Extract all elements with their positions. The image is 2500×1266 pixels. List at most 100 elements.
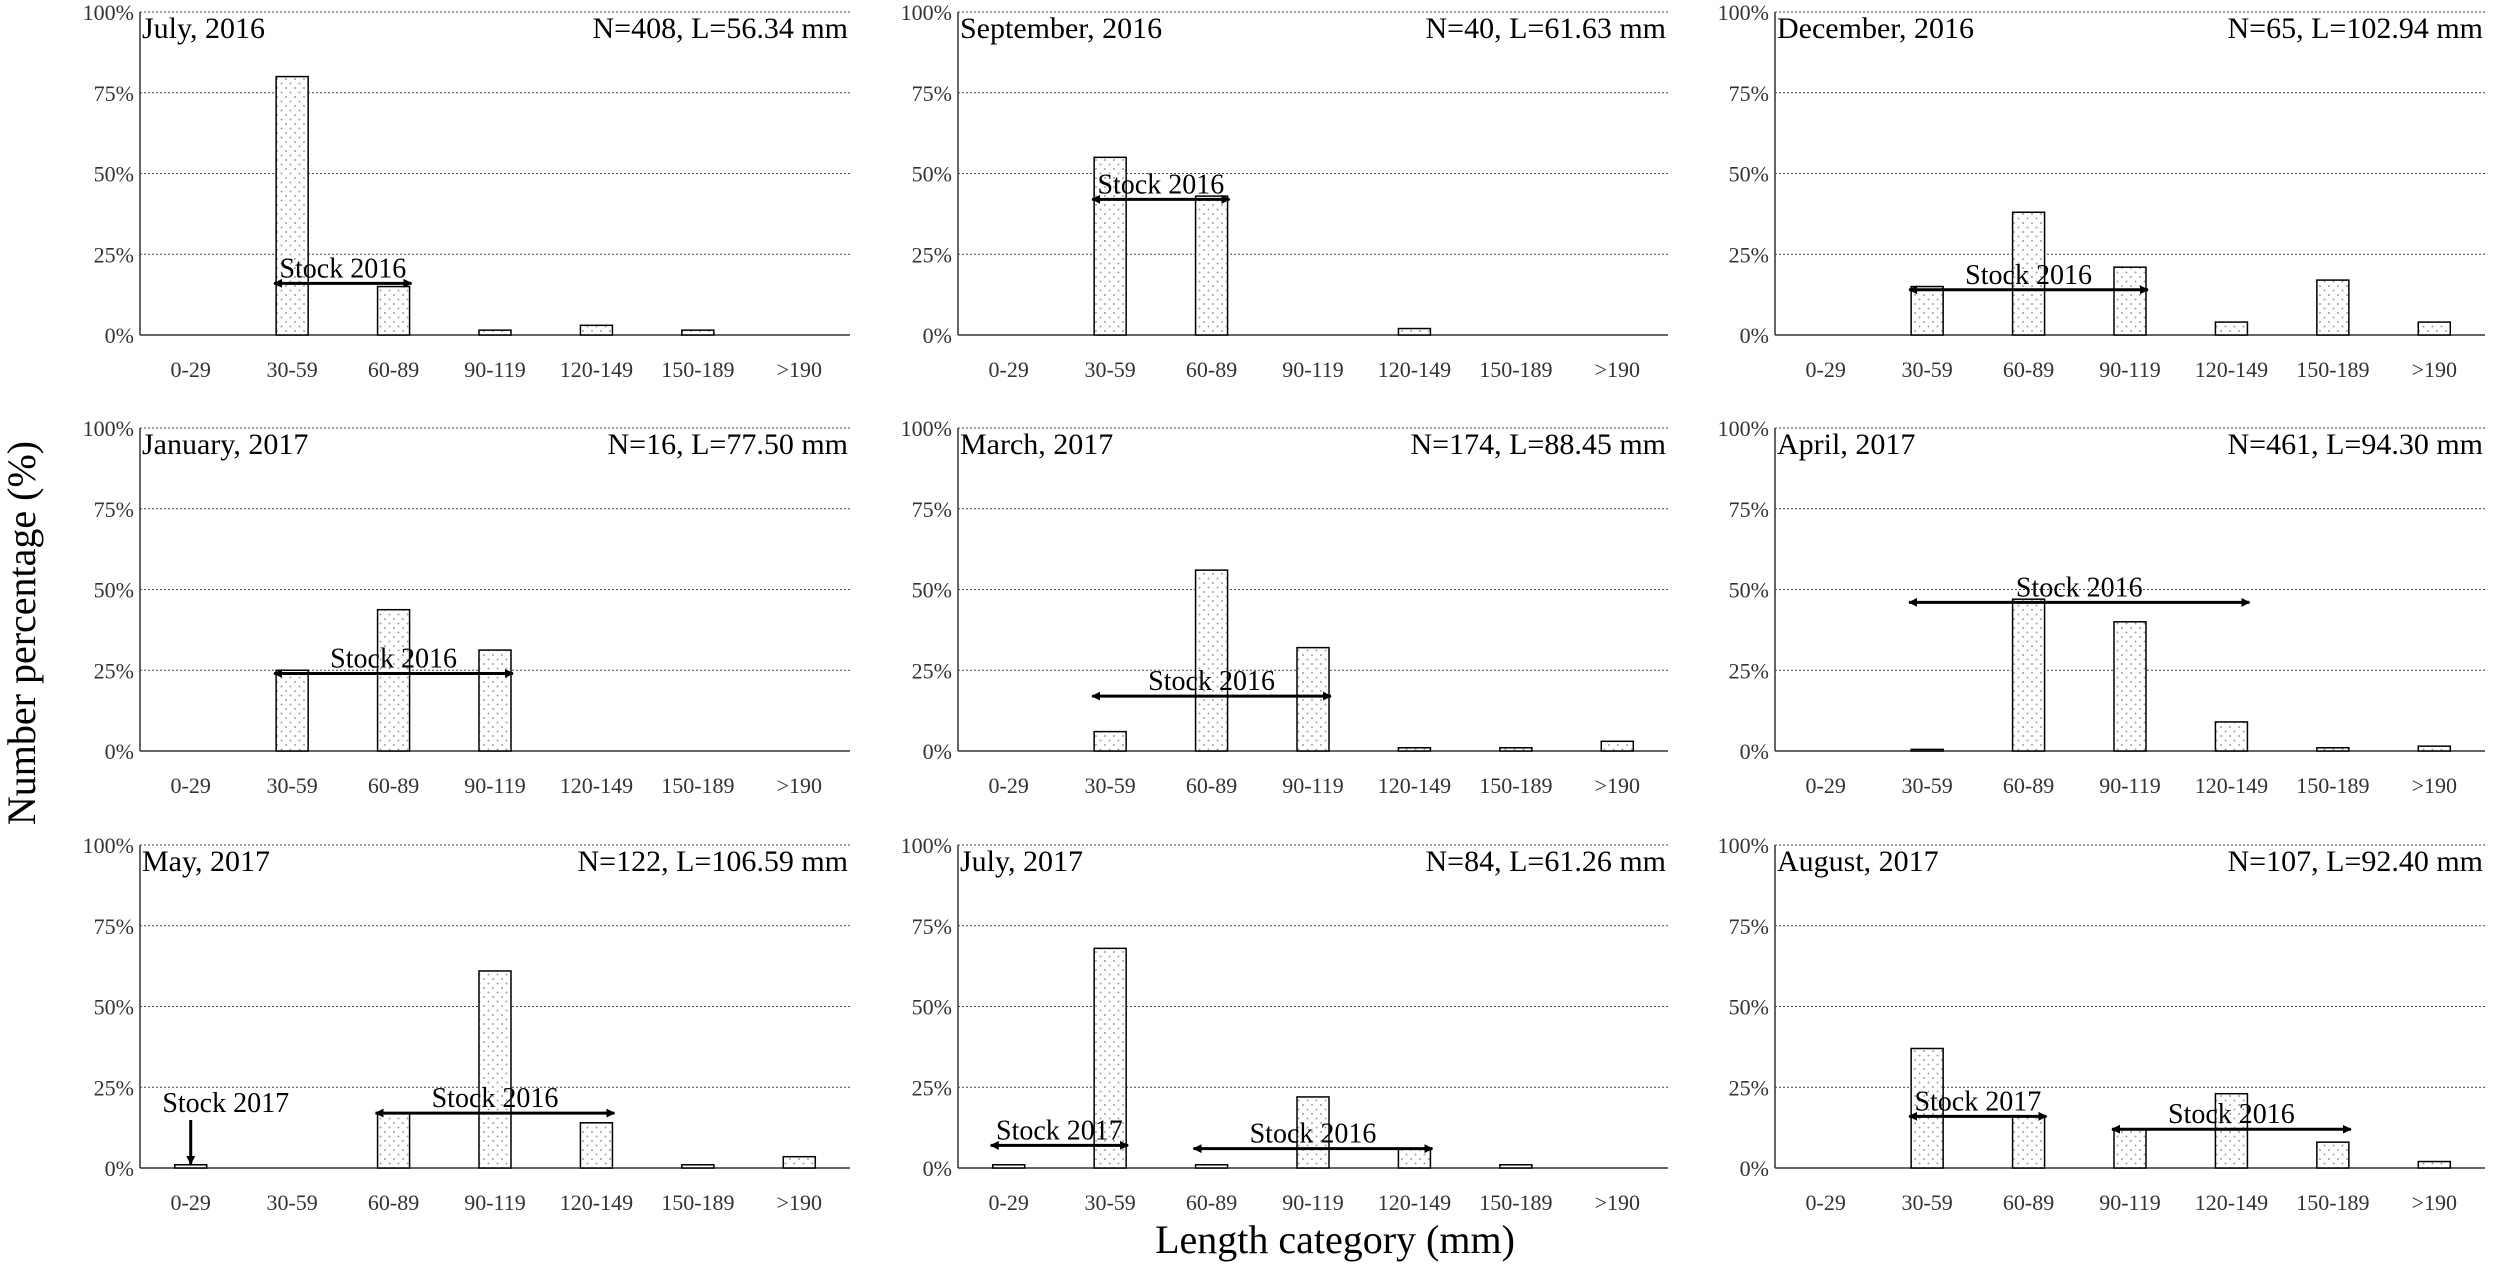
bar-150-189 [1499,1164,1533,1169]
bar-90-119 [2113,266,2147,336]
panel-stats: N=174, L=88.45 mm [1411,428,1667,461]
x-tick-label: 60-89 [2003,773,2054,798]
x-tick-label: 0-29 [171,357,211,382]
x-tick-label: 90-119 [1282,773,1344,798]
panel-stats: N=84, L=61.26 mm [1426,845,1667,878]
panel-title: December, 2016 [1777,12,1974,45]
y-tick-label: 0% [1740,739,1769,764]
x-tick-label: 150-189 [1479,773,1552,798]
x-tick-label: 150-189 [661,1190,734,1215]
y-tick-label: 0% [923,739,952,764]
panel-stats: N=65, L=102.94 mm [2228,12,2484,45]
x-tick-label: 90-119 [1282,357,1344,382]
chart-panel-3: 0% 25% 50% 75% 100% 0-29 30-59 60-89 90-119 120-1… [1718,0,2485,382]
y-tick-label: 75% [912,81,952,106]
x-tick-label: >190 [2412,1190,2457,1215]
stock-label: Stock 2016 [1250,1119,1377,1150]
bar-30-59 [1910,748,1944,752]
stock-label: Stock 2016 [1965,260,2092,291]
y-tick-label: 100% [901,0,952,25]
panel-stats: N=40, L=61.63 mm [1426,12,1667,45]
bar-90-119 [1296,1096,1330,1169]
panel-title: March, 2017 [960,428,1113,461]
x-tick-label: 0-29 [171,1190,211,1215]
x-tick-label: >190 [2412,773,2457,798]
panel-title: May, 2017 [142,845,270,878]
bar->190 [2417,745,2452,752]
stock-label: Stock 2017 [1914,1086,2041,1117]
x-tick-label: 30-59 [1084,773,1135,798]
bar-150-189 [2316,279,2350,336]
y-tick-label: 50% [912,995,952,1020]
x-tick-label: 30-59 [266,773,317,798]
bar-150-189 [2316,1141,2350,1169]
y-tick-label: 75% [94,497,134,522]
stock-label: Stock 2016 [2016,572,2143,603]
x-tick-label: >190 [1595,773,1640,798]
y-tick-label: 25% [912,1075,952,1100]
bar-150-189 [681,329,715,336]
panels: 0% 25% 50% 75% 100% 0-29 30-59 60-89 90-119 120-1… [83,0,2485,1215]
chart-panel-8: 0% 25% 50% 75% 100% 0-29 30-59 60-89 90-119 120-1… [901,833,1668,1215]
bar-120-149 [2214,721,2249,752]
y-tick-label: 50% [912,162,952,187]
panel-title: April, 2017 [1777,428,1915,461]
x-tick-label: 150-189 [661,357,734,382]
y-tick-label: 100% [1718,833,1769,858]
y-tick-label: 25% [1729,658,1769,683]
x-tick-label: 60-89 [368,1190,419,1215]
x-tick-label: 120-149 [560,1190,633,1215]
y-tick-label: 50% [1729,578,1769,603]
x-tick-label: 90-119 [464,357,526,382]
bar-60-89 [1194,195,1229,336]
panel-stats: N=122, L=106.59 mm [578,845,849,878]
x-tick-label: 30-59 [1901,773,1952,798]
y-tick-label: 25% [94,658,134,683]
chart-panel-5: 0% 25% 50% 75% 100% 0-29 30-59 60-89 90-119 120-1… [901,416,1668,798]
bar-30-59 [275,75,309,336]
stock-label: Stock 2017 [996,1115,1123,1146]
x-tick-label: 60-89 [2003,1190,2054,1215]
y-tick-label: 25% [94,242,134,267]
bar-60-89 [376,285,411,336]
bar-120-149 [579,1122,614,1169]
x-tick-label: >190 [777,357,822,382]
bar-150-189 [681,1164,715,1169]
x-tick-label: 60-89 [1186,357,1237,382]
y-tick-label: 0% [1740,323,1769,348]
x-tick-label: 90-119 [464,1190,526,1215]
bar-90-119 [1296,646,1330,752]
x-tick-label: >190 [1595,357,1640,382]
x-tick-label: 60-89 [368,773,419,798]
panel-title: September, 2016 [960,12,1162,45]
bar-150-189 [1499,747,1533,752]
y-tick-label: 25% [912,658,952,683]
chart-panel-6: 0% 25% 50% 75% 100% 0-29 30-59 60-89 90-119 120-1… [1718,416,2485,798]
x-tick-label: 150-189 [2296,1190,2369,1215]
x-tick-label: 60-89 [2003,357,2054,382]
bar-60-89 [376,1112,411,1169]
y-tick-label: 0% [105,1156,134,1181]
stock-label: Stock 2016 [2168,1099,2295,1130]
bar-30-59 [1093,730,1127,752]
y-tick-label: 100% [1718,416,1769,441]
x-tick-label: 120-149 [1378,357,1451,382]
stock-label: Stock 2016 [330,643,457,674]
x-axis-title: Length category (mm) [1155,1217,1515,1262]
y-tick-label: 100% [83,833,134,858]
bar-60-89 [2011,1115,2046,1169]
bar-60-89 [1194,569,1229,752]
bar-120-149 [1397,747,1432,752]
y-tick-label: 100% [1718,0,1769,25]
x-tick-label: >190 [777,773,822,798]
y-tick-label: 75% [1729,497,1769,522]
x-tick-label: 90-119 [464,773,526,798]
panel-stats: N=107, L=92.40 mm [2228,845,2484,878]
x-tick-label: 60-89 [1186,1190,1237,1215]
y-tick-label: 75% [912,497,952,522]
x-tick-label: 60-89 [368,357,419,382]
x-tick-label: 120-149 [560,357,633,382]
x-tick-label: 90-119 [2099,1190,2161,1215]
bar-0-29 [173,1164,208,1169]
